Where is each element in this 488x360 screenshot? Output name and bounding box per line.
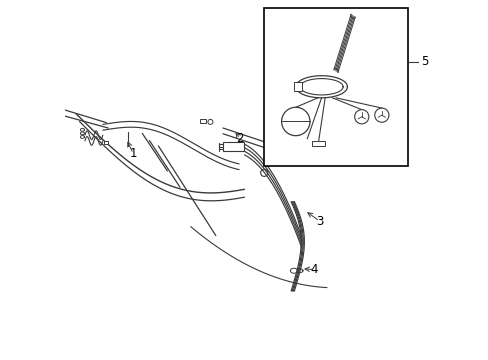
- FancyBboxPatch shape: [223, 142, 244, 151]
- Text: 6: 6: [306, 30, 313, 43]
- Bar: [104, 140, 108, 144]
- Bar: [264, 8, 407, 166]
- Bar: [312, 141, 325, 147]
- Text: 2: 2: [236, 132, 244, 145]
- Bar: [200, 119, 206, 123]
- Text: 4: 4: [310, 263, 318, 276]
- Text: 5: 5: [421, 55, 428, 68]
- Text: 3: 3: [315, 215, 323, 228]
- Text: 1: 1: [129, 147, 137, 160]
- Bar: [293, 82, 301, 91]
